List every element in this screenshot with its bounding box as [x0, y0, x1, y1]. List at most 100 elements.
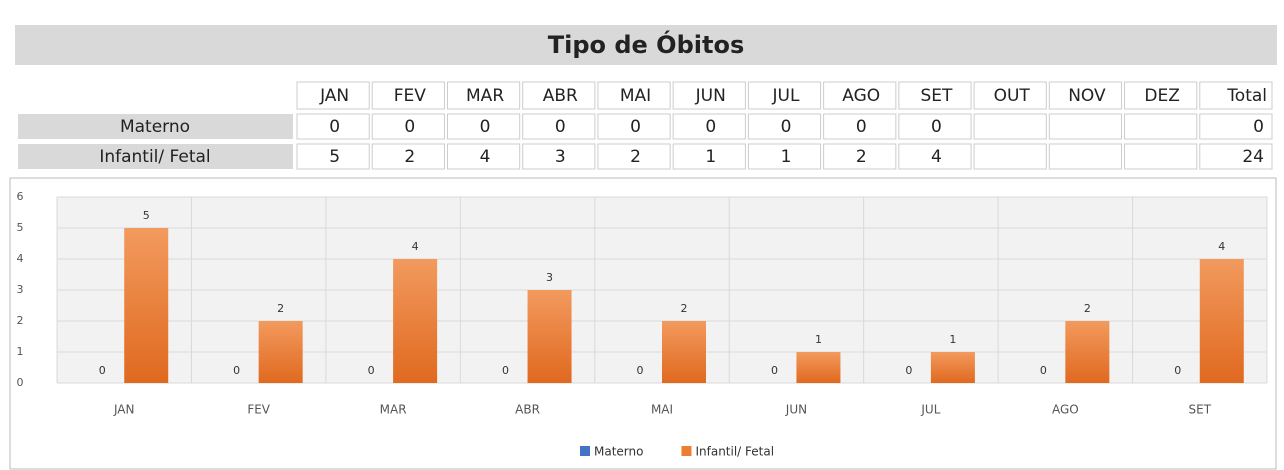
cell-value: 2 [630, 147, 641, 167]
data-label: 0 [637, 364, 644, 377]
data-label: 0 [1040, 364, 1047, 377]
cell-value: 0 [781, 117, 792, 137]
cell [1199, 143, 1273, 170]
cell [898, 113, 972, 140]
header-cell [1124, 81, 1198, 110]
cell [1124, 113, 1198, 140]
cell [1048, 143, 1123, 170]
row-label: Materno [120, 117, 190, 137]
header-cell [898, 81, 972, 110]
y-tick-label: 1 [17, 345, 24, 358]
bar [796, 352, 841, 383]
x-tick-label: JUN [785, 403, 807, 417]
data-label: 0 [1174, 364, 1181, 377]
cell-value: 24 [1242, 147, 1264, 167]
cell-value: 2 [404, 147, 415, 167]
cell-value: 4 [480, 147, 491, 167]
header-cell [296, 81, 370, 110]
header-text: OUT [994, 86, 1031, 106]
table-title: Tipo de Óbitos [548, 29, 745, 59]
cell [1048, 113, 1123, 140]
cell [1199, 113, 1273, 140]
cell [672, 113, 746, 140]
x-tick-label: JUL [920, 403, 940, 417]
legend-label: Materno [594, 445, 643, 459]
data-label: 1 [815, 333, 822, 346]
x-tick-label: AGO [1052, 403, 1079, 417]
bar [124, 228, 169, 383]
cell-value: 3 [555, 147, 566, 167]
cell [672, 143, 746, 170]
data-label: 2 [1084, 302, 1091, 315]
header-text: MAR [466, 86, 504, 106]
header-text: JUN [695, 86, 726, 106]
header-cell [522, 81, 596, 110]
bar [393, 259, 438, 383]
cell [371, 143, 445, 170]
header-text: NOV [1068, 86, 1106, 106]
cell-value: 0 [329, 117, 340, 137]
cell-value: 0 [931, 117, 942, 137]
x-tick-label: ABR [515, 403, 540, 417]
header-cell [672, 81, 746, 110]
data-label: 2 [277, 302, 284, 315]
header-text: ABR [543, 86, 578, 106]
cell [823, 143, 897, 170]
data-label: 4 [1218, 240, 1225, 253]
legend-swatch [580, 446, 590, 456]
header-cell [823, 81, 897, 110]
cell [747, 113, 822, 140]
title-bar [15, 25, 1277, 65]
x-tick-label: MAI [651, 403, 673, 417]
header-cell [597, 81, 671, 110]
data-label: 0 [502, 364, 509, 377]
cell-value: 0 [1253, 117, 1264, 137]
row-label-cell [18, 114, 293, 139]
cell [296, 143, 370, 170]
cell-value: 1 [781, 147, 792, 167]
cell [522, 143, 596, 170]
header-text: FEV [394, 86, 427, 106]
header-text: SET [921, 86, 954, 106]
y-tick-label: 6 [17, 190, 24, 203]
x-tick-label: SET [1189, 403, 1212, 417]
legend-swatch [681, 446, 692, 456]
data-label: 0 [368, 364, 375, 377]
bar [527, 290, 572, 383]
data-label: 0 [905, 364, 912, 377]
bar [258, 321, 303, 383]
cell [446, 113, 521, 140]
header-cell [747, 81, 822, 110]
cell-value: 0 [705, 117, 716, 137]
cell-value: 1 [705, 147, 716, 167]
header-text: MAI [620, 86, 651, 106]
header-cell [1199, 81, 1273, 110]
data-label: 5 [143, 209, 150, 222]
data-label: 0 [771, 364, 778, 377]
data-label: 0 [233, 364, 240, 377]
header-cell [1048, 81, 1123, 110]
cell [973, 143, 1047, 170]
bar [1065, 321, 1110, 383]
x-tick-label: MAR [380, 403, 407, 417]
data-label: 4 [412, 240, 419, 253]
cell-value: 0 [480, 117, 491, 137]
cell-value: 0 [630, 117, 641, 137]
cell [371, 113, 445, 140]
data-label: 3 [546, 271, 553, 284]
header-cell [446, 81, 521, 110]
data-label: 2 [681, 302, 688, 315]
bar [1199, 259, 1244, 383]
bar [662, 321, 706, 383]
cell-value: 4 [931, 147, 942, 167]
cell-value: 0 [856, 117, 867, 137]
data-label: 0 [99, 364, 106, 377]
cell [597, 143, 671, 170]
row-label: Infantil/ Fetal [99, 147, 210, 167]
cell [1124, 143, 1198, 170]
header-text: Total [1226, 86, 1267, 106]
cell-value: 0 [555, 117, 566, 137]
cell [747, 143, 822, 170]
header-cell [371, 81, 445, 110]
